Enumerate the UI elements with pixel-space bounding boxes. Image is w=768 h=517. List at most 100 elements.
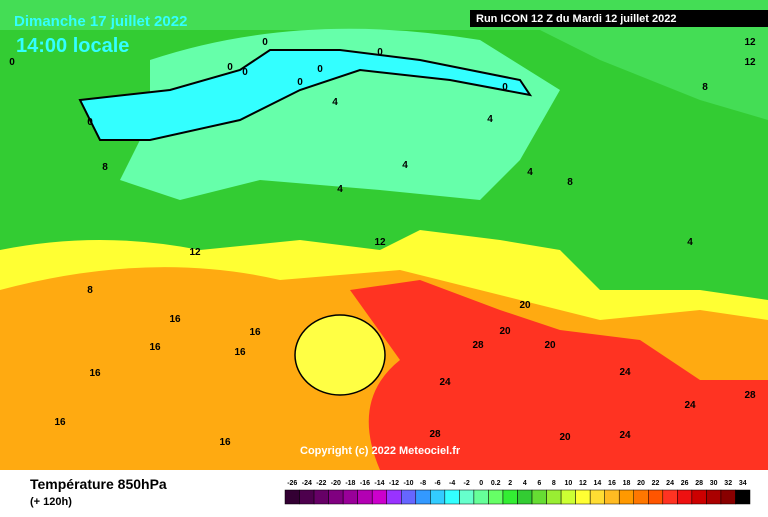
colorbar-label: 10 xyxy=(564,480,572,487)
colorbar-swatch xyxy=(604,489,620,505)
colorbar-label: -14 xyxy=(374,480,384,487)
contour-label: 0 xyxy=(242,67,248,78)
run-label: Run ICON 12 Z du Mardi 12 juillet 2022 xyxy=(476,13,677,25)
colorbar-label: 34 xyxy=(739,480,747,487)
contour-label: 0 xyxy=(377,47,383,58)
contour-label: 16 xyxy=(54,417,66,428)
colorbar-swatch xyxy=(357,489,373,505)
contour-label: 4 xyxy=(332,97,338,108)
contour-label: 0 xyxy=(227,62,233,73)
contour-label: 12 xyxy=(744,37,756,48)
colorbar-swatch xyxy=(328,489,344,505)
contour-label: 28 xyxy=(472,340,484,351)
colorbar-label: 32 xyxy=(724,480,732,487)
colorbar-label: 8 xyxy=(552,480,556,487)
colorbar-label: 18 xyxy=(623,480,631,487)
colorbar-swatch xyxy=(648,489,664,505)
colorbar-swatch xyxy=(299,489,315,505)
contour-label: 20 xyxy=(559,432,571,443)
contour-label: 24 xyxy=(439,377,451,388)
contour-labels: 0000000004444448888121212121616161616162… xyxy=(9,37,756,448)
contour-label: 4 xyxy=(487,114,493,125)
colorbar-swatch xyxy=(386,489,402,505)
contour-label: 4 xyxy=(527,167,533,178)
contour-label: 12 xyxy=(744,57,756,68)
colorbar-swatch xyxy=(459,489,475,505)
contour-label: 24 xyxy=(619,430,631,441)
zone-cold-pool xyxy=(294,314,386,396)
colorbar-label: 14 xyxy=(594,480,602,487)
colorbar-label: -10 xyxy=(403,480,413,487)
colorbar-swatch xyxy=(517,489,533,505)
contour-label: 8 xyxy=(102,162,108,173)
colorbar: -26 -24 -22 -20 -18 -16 -14 -12 -10 -8 -6 -4 -2 0 0.2 2… xyxy=(284,480,751,505)
colorbar-label: -18 xyxy=(345,480,355,487)
colorbar-label: 0.2 xyxy=(491,480,501,487)
colorbar-swatch xyxy=(546,489,562,505)
colorbar-swatch xyxy=(313,489,329,505)
contour-label: 0 xyxy=(502,82,508,93)
contour-label: 16 xyxy=(234,347,246,358)
colorbar-swatch xyxy=(706,489,722,505)
colorbar-swatch xyxy=(401,489,417,505)
colorbar-swatch xyxy=(589,489,605,505)
colorbar-label: -20 xyxy=(331,480,341,487)
colorbar-swatch xyxy=(342,489,358,505)
colorbar-label: -6 xyxy=(434,480,440,487)
contour-label: 12 xyxy=(189,247,201,258)
contour-label: 24 xyxy=(684,400,696,411)
contour-label: 0 xyxy=(9,57,15,68)
contour-label: 0 xyxy=(87,117,93,128)
colorbar-swatch xyxy=(415,489,431,505)
footer-title: Température 850hPa xyxy=(30,476,167,492)
colorbar-swatch xyxy=(677,489,693,505)
colorbar-label: -2 xyxy=(464,480,470,487)
colorbar-label: -26 xyxy=(287,480,297,487)
colorbar-swatch xyxy=(575,489,591,505)
contour-label: 16 xyxy=(249,327,261,338)
colorbar-label: -8 xyxy=(420,480,426,487)
colorbar-label: 4 xyxy=(523,480,527,487)
colorbar-label: 22 xyxy=(652,480,660,487)
colorbar-swatch xyxy=(691,489,707,505)
contour-label: 20 xyxy=(519,300,531,311)
run-banner xyxy=(470,10,768,27)
contour-label: 0 xyxy=(297,77,303,88)
colorbar-label: 16 xyxy=(608,480,616,487)
colorbar-label: 6 xyxy=(537,480,541,487)
colorbar-label: -24 xyxy=(302,480,312,487)
contour-label: 16 xyxy=(219,437,231,448)
colorbar-swatch xyxy=(444,489,460,505)
colorbar-label: 0 xyxy=(479,480,483,487)
contour-label: 4 xyxy=(402,160,408,171)
colorbar-swatch xyxy=(618,489,634,505)
colorbar-swatch xyxy=(430,489,446,505)
colorbar-label: 26 xyxy=(681,480,689,487)
colorbar-label: 30 xyxy=(710,480,718,487)
colorbar-label: -4 xyxy=(449,480,455,487)
contour-label: 28 xyxy=(429,429,441,440)
contour-label: 12 xyxy=(374,237,386,248)
colorbar-label: 24 xyxy=(666,480,674,487)
colorbar-swatch xyxy=(735,489,751,505)
contour-label: 20 xyxy=(544,340,556,351)
colorbar-swatch xyxy=(284,489,300,505)
contour-label: 16 xyxy=(149,342,161,353)
contour-label: 8 xyxy=(87,285,93,296)
colorbar-swatch xyxy=(371,489,387,505)
colorbar-swatch xyxy=(502,489,518,505)
colorbar-label: 12 xyxy=(579,480,587,487)
zone-green xyxy=(0,0,768,120)
colorbar-label: -16 xyxy=(360,480,370,487)
colorbar-swatch xyxy=(560,489,576,505)
colorbar-label: 2 xyxy=(508,480,512,487)
colorbar-swatch xyxy=(531,489,547,505)
map-title: Dimanche 17 juillet 2022 xyxy=(14,13,187,30)
contour-label: 4 xyxy=(687,237,693,248)
contour-label: 8 xyxy=(567,177,573,188)
zone-red xyxy=(350,280,768,470)
colorbar-swatch xyxy=(488,489,504,505)
copyright: Copyright (c) 2022 Meteociel.fr xyxy=(300,445,461,457)
zone-cyan xyxy=(78,49,533,141)
